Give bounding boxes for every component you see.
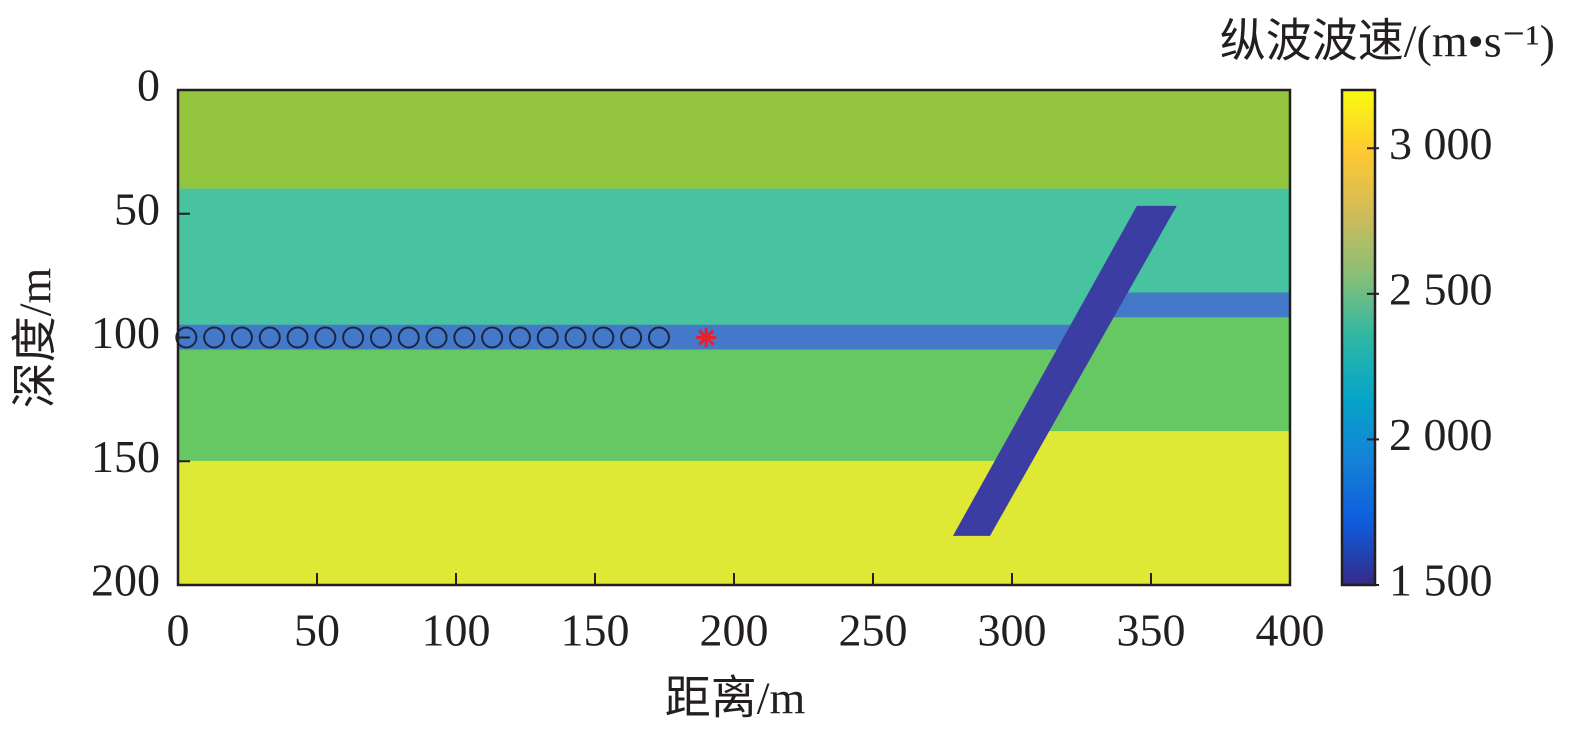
receiver <box>230 326 253 349</box>
receiver <box>508 326 531 349</box>
source <box>696 327 717 348</box>
x-tick-label: 50 <box>294 605 340 656</box>
plot-area <box>178 90 1290 585</box>
colorbar-tick-label: 2 500 <box>1389 263 1493 314</box>
x-tick-label: 350 <box>1117 605 1186 656</box>
receiver <box>425 326 448 349</box>
x-tick-label: 150 <box>561 605 630 656</box>
receiver <box>564 326 587 349</box>
velocity-region <box>178 188 1167 326</box>
velocity-region <box>178 349 1077 462</box>
colorbar-tick-label: 3 000 <box>1389 118 1493 169</box>
velocity-region <box>178 90 1290 190</box>
receiver <box>536 326 559 349</box>
x-tick-label: 400 <box>1256 605 1325 656</box>
receiver <box>203 326 226 349</box>
receiver <box>369 326 392 349</box>
y-tick-label: 0 <box>137 60 160 111</box>
y-tick-label: 200 <box>91 555 160 606</box>
receiver <box>647 326 670 349</box>
y-axis-label: 深度/m <box>10 268 61 409</box>
velocity-region <box>952 205 1177 536</box>
receiver <box>453 326 476 349</box>
velocity-region <box>178 460 1015 585</box>
x-tick-label: 100 <box>422 605 491 656</box>
x-axis-label: 距离/m <box>665 673 806 724</box>
receiver <box>397 326 420 349</box>
x-tick-label: 300 <box>978 605 1047 656</box>
colorbar-label: 纵波波速/(m•s⁻¹) <box>1220 16 1555 67</box>
receiver <box>175 326 198 349</box>
y-tick-label: 150 <box>91 431 160 482</box>
receiver <box>592 326 615 349</box>
receiver <box>286 326 309 349</box>
x-tick-label: 250 <box>839 605 908 656</box>
receiver <box>258 326 281 349</box>
colorbar-tick-label: 1 500 <box>1389 555 1493 606</box>
x-tick-label: 0 <box>167 605 190 656</box>
source-stroke <box>698 329 715 346</box>
y-tick-label: 100 <box>91 307 160 358</box>
receiver <box>481 326 504 349</box>
receiver <box>342 326 365 349</box>
y-tick-label: 50 <box>114 183 160 234</box>
colorbar-tick-label: 2 000 <box>1389 409 1493 460</box>
receiver <box>314 326 337 349</box>
receiver <box>620 326 643 349</box>
colorbar <box>1340 88 1377 587</box>
x-tick-label: 200 <box>700 605 769 656</box>
